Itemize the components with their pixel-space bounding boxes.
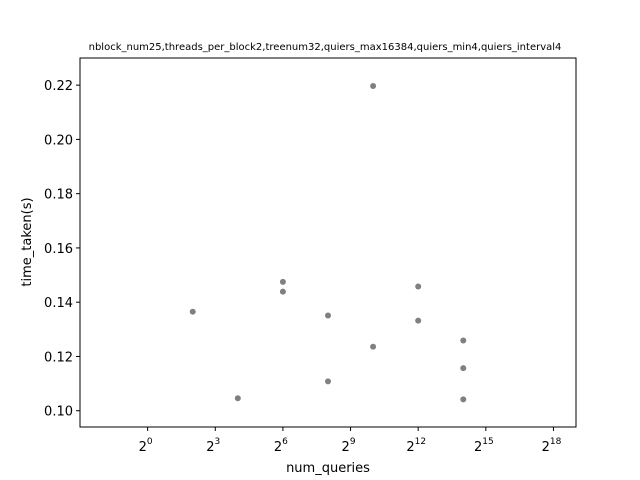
x-tick-label-base: 2 (406, 440, 414, 455)
data-point (325, 378, 331, 385)
y-tick-label: 0.14 (44, 296, 73, 311)
x-tick-label-exponent: 6 (282, 437, 288, 447)
data-point (370, 82, 377, 89)
y-tick-label: 0.22 (44, 79, 73, 94)
x-tick-label-exponent: 3 (215, 437, 221, 447)
x-tick-label-exponent: 18 (550, 437, 562, 447)
x-tick-label-base: 2 (274, 440, 282, 455)
x-tick-label-base: 2 (542, 440, 550, 455)
data-point (415, 283, 422, 290)
x-tick-label-exponent: 0 (147, 437, 153, 447)
y-axis-label: time_taken(s) (20, 197, 35, 286)
data-point (460, 396, 467, 403)
x-axis-label: num_queries (286, 461, 370, 476)
x-tick-label: 26 (274, 437, 288, 455)
data-point (460, 337, 467, 344)
x-tick-label-base: 2 (342, 440, 350, 455)
data-point (325, 312, 331, 319)
x-tick-label: 20 (139, 437, 153, 455)
data-point (279, 278, 286, 285)
x-axis: 20 23 26 29 212 215 218 (139, 427, 562, 455)
data-point (460, 365, 467, 372)
y-tick-label: 0.18 (44, 188, 73, 203)
chart-title: nblock_num25,threads_per_block2,treenum3… (89, 42, 562, 53)
data-point (234, 395, 241, 402)
data-point (370, 343, 377, 350)
x-tick-label-exponent: 15 (482, 437, 493, 447)
x-tick-label: 215 (474, 437, 494, 455)
y-axis: 0.10 0.12 0.14 0.16 0.18 0.20 0.22 (44, 79, 80, 420)
data-points (189, 82, 467, 403)
data-point (415, 317, 422, 324)
y-tick-label: 0.12 (44, 350, 73, 365)
x-tick-label-exponent: 9 (350, 437, 356, 447)
y-tick-label: 0.16 (44, 242, 73, 257)
x-tick-label: 218 (542, 437, 562, 455)
x-tick-label: 29 (342, 437, 356, 455)
plot-area-frame (79, 57, 577, 428)
x-tick-label: 23 (206, 437, 220, 455)
data-point (189, 308, 196, 315)
x-tick-label-exponent: 12 (415, 437, 426, 447)
x-tick-label-base: 2 (206, 440, 214, 455)
y-tick-label: 0.10 (44, 405, 73, 420)
x-tick-label-base: 2 (474, 440, 482, 455)
x-tick-label-base: 2 (139, 440, 147, 455)
data-point (279, 288, 286, 295)
x-tick-label: 212 (406, 437, 426, 455)
y-tick-label: 0.20 (44, 133, 73, 148)
